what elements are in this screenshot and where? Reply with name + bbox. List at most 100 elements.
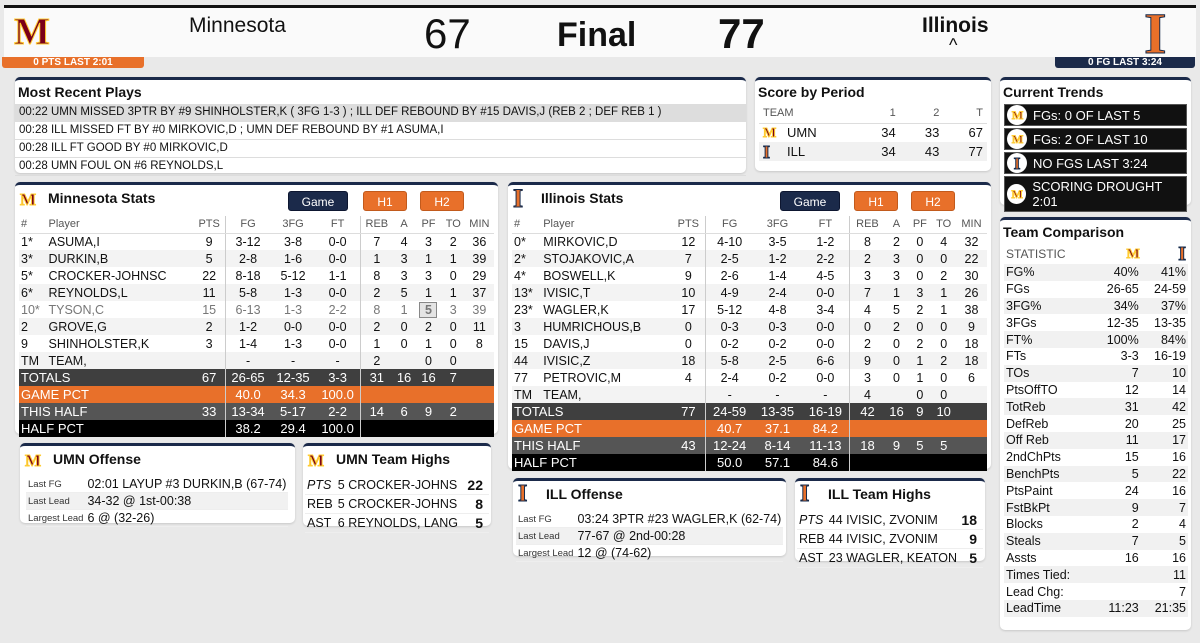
trend-item: I NO FGS LAST 3:24 <box>1004 152 1187 174</box>
team-high-row: PTS 5 CROCKER-JOHNS 22 <box>305 476 489 495</box>
ill-value: 16-19 <box>1154 349 1186 364</box>
column-header: MIN <box>955 216 987 234</box>
stat-cell-pts: 2 <box>193 318 226 335</box>
stat-cell-reb: 7 <box>849 284 885 301</box>
offense-value: 77-67 @ 2nd-00:28 <box>575 527 784 545</box>
h1-button[interactable]: H1 <box>363 191 407 211</box>
stat-cell-pts: 12 <box>671 233 706 250</box>
panel-title: UMN Team Highs <box>336 451 451 467</box>
row-label: HALF PCT <box>512 454 672 471</box>
pct-cell: 100.0 <box>315 420 361 437</box>
stat-value: 18 <box>959 511 983 530</box>
stat-cell-player: MIRKOVIC,D <box>543 234 618 249</box>
stat-cell-3fg: 0-3 <box>753 318 802 335</box>
stat-cell-fg: 1-2 <box>225 318 271 335</box>
statistic-label: Lead Chg: <box>1006 584 1064 599</box>
stat-cell-min: 8 <box>475 336 483 351</box>
statistic-label: FG% <box>1004 264 1094 281</box>
stat-cell-pts: 0 <box>671 335 706 352</box>
h2-button[interactable]: H2 <box>911 191 955 211</box>
stat-cell-to: 2 <box>931 352 956 369</box>
h1-button[interactable]: H1 <box>854 191 898 211</box>
h2-button[interactable]: H2 <box>420 191 464 211</box>
column-header: TEAM <box>759 104 857 124</box>
ill-value: 24-59 <box>1154 282 1186 297</box>
stat-cell-number: 23* <box>514 302 533 317</box>
game-button[interactable]: Game <box>288 191 348 211</box>
stat-cell-to: 0 <box>931 386 956 403</box>
stat-cell-number: 3* <box>19 250 47 267</box>
stat-cell-number: 9 <box>21 336 28 351</box>
player-row: 3* DURKIN,B 5 2-8 1-6 0-0 1 3 1 1 39 <box>19 250 494 267</box>
minnesota-logo: M <box>14 11 51 53</box>
statistic-label: TOs <box>1004 364 1094 382</box>
offense-value: 02:01 LAYUP #3 DURKIN,B (67-74) <box>85 476 289 493</box>
stat-cell-fg: 5-8 <box>225 284 271 301</box>
stat-cell-3fg: 1-3 <box>270 284 316 301</box>
player-row: 44 IVISIC,Z 18 5-8 2-5 6-6 9 0 1 2 18 <box>512 352 987 369</box>
umn-value: 15 <box>1124 450 1139 465</box>
ill-value: 41% <box>1140 264 1188 281</box>
stat-cell-reb: 4 <box>849 386 885 403</box>
panel-title: Team Comparison <box>1003 224 1125 240</box>
game-status: Final <box>557 16 637 54</box>
stat-cell: 77 <box>671 403 706 420</box>
stat-cell-number: 0* <box>514 234 526 249</box>
umn-value <box>1093 583 1140 600</box>
column-header: # <box>19 216 47 234</box>
umn-value: 7 <box>1093 364 1141 382</box>
panel-title: ILL Team Highs <box>828 486 931 502</box>
comparison-row: TOs 7 10 <box>1004 364 1188 382</box>
header-row: # Player PTS FG 3FG FT REB A PF TO MIN <box>512 216 987 234</box>
stat-cell-reb: 2 <box>849 250 885 267</box>
stat-cell: 14 <box>360 403 393 420</box>
umn-value: 24 <box>1124 483 1139 498</box>
stat-cell-reb: 0 <box>849 318 885 335</box>
statistic-label: Blocks <box>1006 517 1043 532</box>
logo-glyph: M <box>1011 108 1023 122</box>
comparison-row: FT% 100% 84% <box>1004 331 1188 348</box>
umn-value: 7 <box>1093 532 1141 550</box>
stat-cell: 12-24 <box>705 437 754 454</box>
play-item: 00:28 ILL MISSED FT BY #0 MIRKOVIC,D ; U… <box>15 122 746 140</box>
comparison-row: FstBkPt 9 7 <box>1004 499 1188 516</box>
pct-cell: 29.4 <box>270 420 316 437</box>
stat-cell-min <box>464 352 494 369</box>
stat-cell-number: 6* <box>19 284 47 301</box>
pct-cell: 57.1 <box>753 454 802 471</box>
stat-cell-to: 0 <box>931 250 956 267</box>
stat-cell: 67 <box>193 369 226 386</box>
pct-cell: 37.1 <box>753 420 802 437</box>
stat-cell: 43 <box>671 437 706 454</box>
row-label: TOTALS <box>19 369 194 386</box>
minnesota-logo: M <box>307 451 324 470</box>
player-name: 44 IVISIC, ZVONIM <box>826 511 960 530</box>
team-abbr: ILL <box>787 144 806 159</box>
panel-title: UMN Offense <box>53 451 141 467</box>
team-abbr: UMN <box>787 125 817 141</box>
empty-cell <box>464 369 494 386</box>
panel-title: ILL Offense <box>546 486 623 502</box>
stat-cell-fg: 1-4 <box>239 336 258 351</box>
stat-cell-player: CROCKER-JOHNSC <box>48 268 167 283</box>
stat-cell-number: 4* <box>514 268 526 283</box>
illinois-logo: I <box>799 481 810 507</box>
stat-cell-reb: 7 <box>373 234 381 249</box>
logo-glyph: I <box>1178 243 1187 265</box>
stat-cell-min: 22 <box>955 250 987 267</box>
stat-cell: 13-34 <box>225 403 271 420</box>
stat-cell-3fg: 1-3 <box>283 336 303 351</box>
stat-cell-player: ASUMA,I <box>48 234 100 249</box>
minnesota-logo: M <box>19 190 36 209</box>
stat-cell-fg: 8-18 <box>235 268 261 283</box>
umn-value: 12-35 <box>1106 315 1139 330</box>
column-header: REB <box>360 216 393 234</box>
comparison-row: LeadTime 11:23 21:35 <box>1004 599 1188 617</box>
stat-cell-to: 3 <box>449 302 457 317</box>
statistic-label: Assts <box>1006 550 1037 565</box>
team-high-row: AST 6 REYNOLDS, LANG 5 <box>305 513 489 533</box>
stat-cell: 8-14 <box>753 437 802 454</box>
stat-cell: 7 <box>441 369 465 386</box>
game-button[interactable]: Game <box>780 191 840 211</box>
offense-label: Largest Lead <box>516 544 576 562</box>
